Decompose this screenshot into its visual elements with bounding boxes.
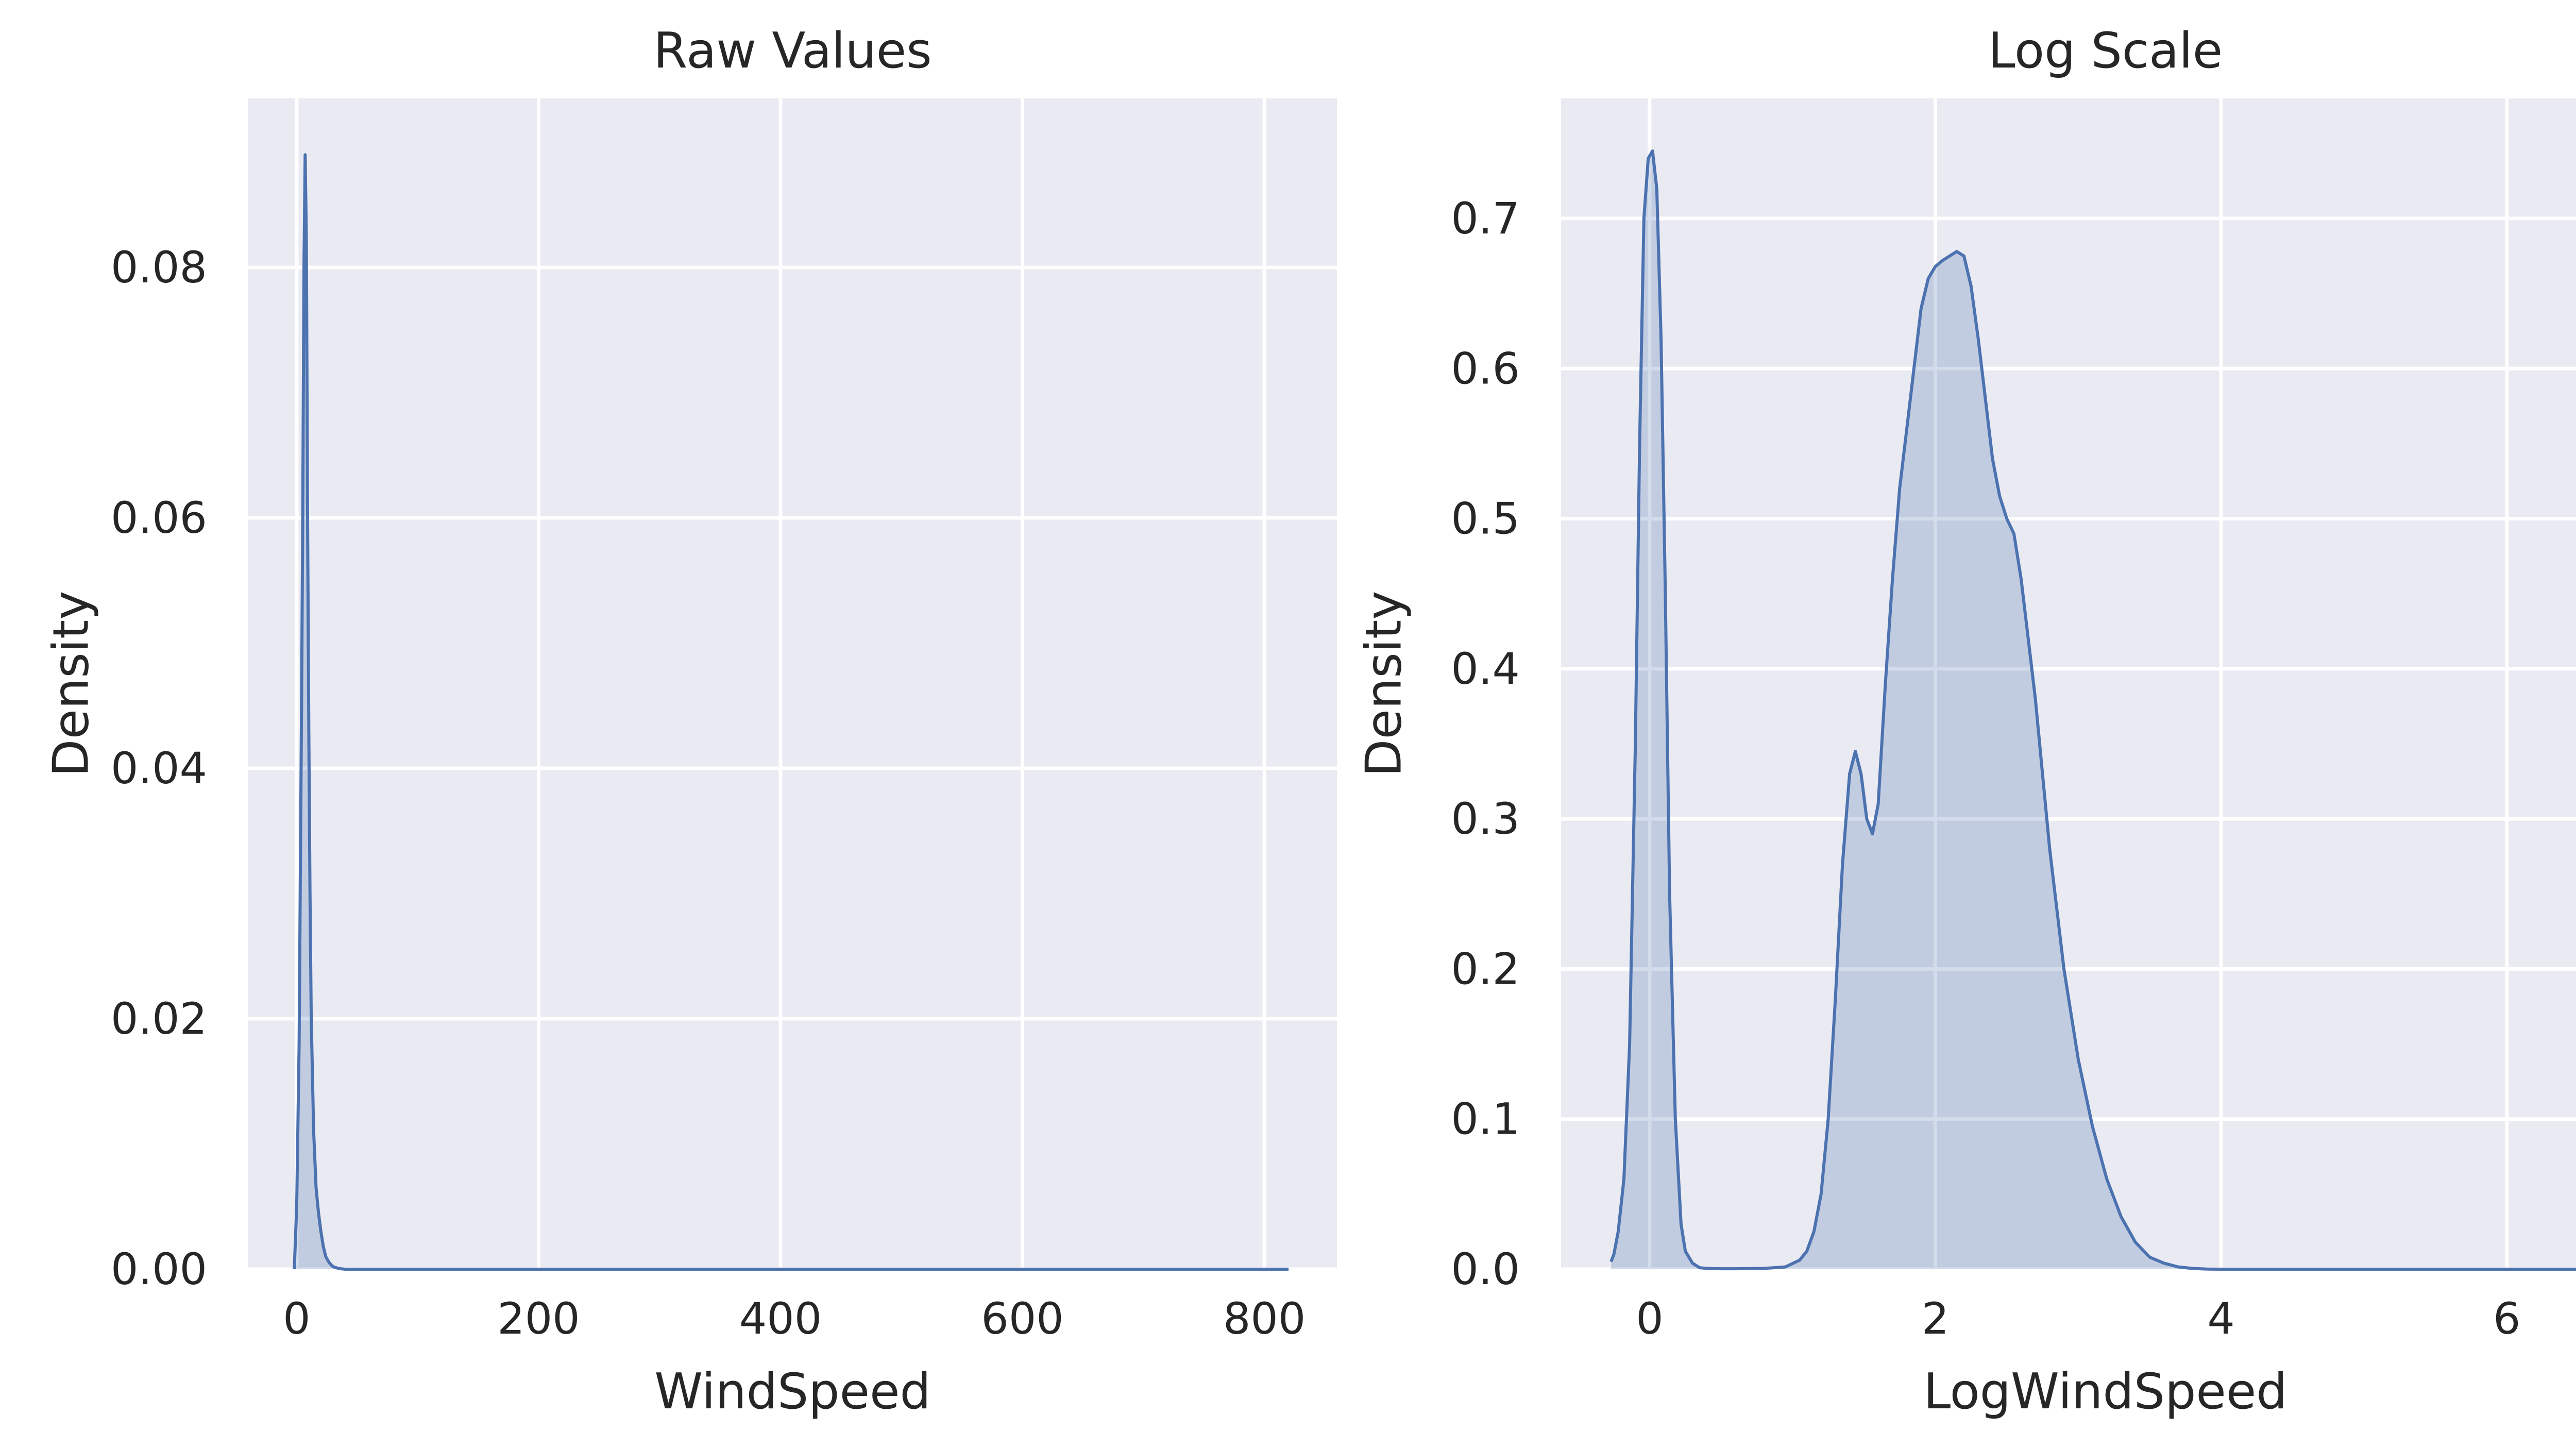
x-tick-label: 600 [981, 1293, 1063, 1344]
density-curve [293, 153, 1289, 1271]
raw-values-panel: 0 200 400 600 800 0.00 0.02 0.04 0.06 0.08 Raw Va… [43, 23, 1337, 1420]
y-tick-label: 0.7 [1451, 193, 1520, 244]
x-tick-label: 200 [497, 1293, 580, 1344]
x-tick-label: 6 [2493, 1293, 2520, 1344]
log-scale-panel: 0 2 4 6 0.0 0.1 0.2 0.3 0.4 0.5 0.6 0.7 Log Scale L… [1355, 23, 2576, 1420]
y-tick-label: 0.1 [1451, 1094, 1520, 1144]
y-tick-label: 0.08 [111, 242, 207, 293]
density-line [1609, 149, 2576, 1271]
y-tick-label: 0.2 [1451, 944, 1520, 994]
x-tick-label: 800 [1223, 1293, 1306, 1344]
density-line [293, 153, 1289, 1271]
y-axis-label: Density [43, 591, 99, 777]
density-curve [1609, 149, 2576, 1271]
x-tick-label: 2 [1922, 1293, 1949, 1344]
y-tick-label: 0.6 [1451, 343, 1520, 394]
x-axis-label: LogWindSpeed [1923, 1363, 2287, 1420]
x-tick-label: 0 [283, 1293, 310, 1344]
gridlines [1561, 98, 2576, 1271]
tick-labels: 0 200 400 600 800 0.00 0.02 0.04 0.06 0.08 [111, 242, 1306, 1344]
y-tick-label: 0.3 [1451, 794, 1520, 844]
y-tick-label: 0.4 [1451, 644, 1520, 694]
plot-area [248, 98, 1337, 1269]
y-tick-label: 0.0 [1451, 1244, 1520, 1294]
y-axis-label: Density [1355, 591, 1412, 777]
y-tick-label: 0.06 [111, 493, 207, 543]
y-tick-label: 0.00 [111, 1244, 207, 1294]
y-tick-label: 0.04 [111, 743, 207, 794]
chart-title: Log Scale [1988, 23, 2223, 79]
density-fill [1611, 150, 2576, 1269]
chart-title: Raw Values [653, 23, 931, 79]
x-axis-label: WindSpeed [654, 1363, 931, 1420]
y-tick-label: 0.02 [111, 994, 207, 1044]
plot-area [1561, 98, 2576, 1269]
x-tick-label: 400 [739, 1293, 822, 1344]
tick-labels: 0 2 4 6 0.0 0.1 0.2 0.3 0.4 0.5 0.6 0.7 [1451, 193, 2520, 1344]
y-tick-label: 0.5 [1451, 494, 1520, 544]
x-tick-label: 0 [1636, 1293, 1663, 1344]
x-tick-label: 4 [2207, 1293, 2234, 1344]
